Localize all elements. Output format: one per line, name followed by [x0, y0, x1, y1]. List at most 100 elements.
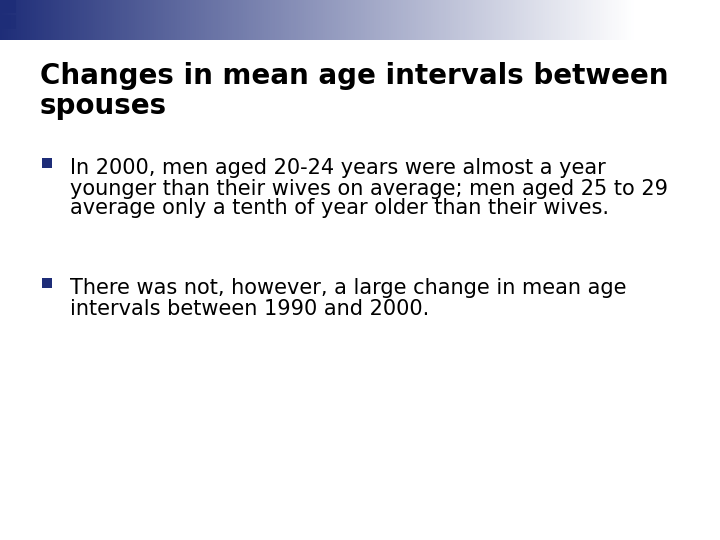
- Bar: [116, 0, 119, 40]
- Bar: [25, 0, 28, 40]
- Bar: [97, 0, 100, 40]
- Bar: [102, 0, 104, 40]
- Bar: [393, 0, 395, 40]
- Bar: [530, 0, 533, 40]
- Bar: [296, 0, 298, 40]
- Bar: [190, 0, 193, 40]
- Bar: [99, 0, 102, 40]
- Bar: [403, 0, 406, 40]
- Bar: [323, 0, 325, 40]
- Bar: [492, 0, 495, 40]
- Bar: [369, 0, 372, 40]
- Bar: [74, 0, 76, 40]
- Bar: [348, 0, 351, 40]
- Bar: [456, 0, 459, 40]
- Bar: [226, 0, 228, 40]
- Bar: [213, 0, 216, 40]
- Bar: [142, 0, 144, 40]
- Bar: [410, 0, 413, 40]
- Bar: [308, 0, 311, 40]
- Bar: [197, 0, 199, 40]
- Bar: [484, 0, 486, 40]
- Bar: [2, 15, 16, 29]
- Bar: [364, 0, 366, 40]
- Bar: [209, 0, 212, 40]
- Bar: [235, 0, 237, 40]
- Bar: [91, 0, 94, 40]
- Bar: [448, 0, 450, 40]
- Bar: [511, 0, 513, 40]
- Bar: [40, 0, 42, 40]
- Bar: [380, 0, 383, 40]
- Bar: [108, 0, 110, 40]
- Bar: [61, 0, 64, 40]
- Bar: [2, 0, 5, 40]
- Bar: [135, 0, 138, 40]
- Bar: [372, 0, 374, 40]
- Bar: [420, 0, 423, 40]
- Bar: [395, 0, 397, 40]
- Bar: [557, 0, 560, 40]
- Bar: [104, 0, 106, 40]
- Bar: [397, 0, 400, 40]
- Bar: [127, 0, 130, 40]
- Bar: [545, 0, 547, 40]
- Bar: [488, 0, 490, 40]
- Bar: [505, 0, 508, 40]
- Bar: [169, 0, 171, 40]
- Bar: [258, 0, 260, 40]
- Bar: [423, 0, 425, 40]
- Bar: [269, 0, 271, 40]
- Bar: [199, 0, 201, 40]
- Bar: [549, 0, 552, 40]
- Bar: [338, 0, 341, 40]
- Bar: [593, 0, 596, 40]
- Bar: [559, 0, 562, 40]
- Bar: [80, 0, 83, 40]
- Bar: [167, 0, 169, 40]
- Bar: [608, 0, 611, 40]
- Bar: [615, 0, 617, 40]
- Bar: [378, 0, 381, 40]
- Bar: [171, 0, 174, 40]
- Bar: [475, 0, 478, 40]
- Bar: [317, 0, 320, 40]
- Bar: [205, 0, 207, 40]
- Bar: [365, 0, 368, 40]
- Text: younger than their wives on average; men aged 25 to 29: younger than their wives on average; men…: [70, 179, 668, 199]
- Bar: [281, 0, 284, 40]
- Bar: [260, 0, 262, 40]
- Bar: [437, 0, 440, 40]
- Bar: [520, 0, 522, 40]
- Bar: [211, 0, 214, 40]
- Bar: [629, 0, 632, 40]
- Bar: [42, 278, 52, 288]
- Bar: [562, 0, 564, 40]
- Bar: [237, 0, 239, 40]
- Bar: [66, 0, 68, 40]
- Bar: [112, 0, 114, 40]
- Bar: [11, 0, 13, 40]
- Bar: [613, 0, 615, 40]
- Bar: [387, 0, 389, 40]
- Bar: [566, 0, 569, 40]
- Bar: [441, 0, 444, 40]
- Bar: [118, 0, 121, 40]
- Bar: [351, 0, 354, 40]
- Bar: [140, 0, 142, 40]
- Bar: [42, 158, 52, 168]
- Bar: [414, 0, 417, 40]
- Bar: [319, 0, 322, 40]
- Bar: [332, 0, 334, 40]
- Bar: [184, 0, 186, 40]
- Bar: [289, 0, 292, 40]
- Bar: [114, 0, 117, 40]
- Bar: [467, 0, 469, 40]
- Bar: [145, 0, 148, 40]
- Bar: [431, 0, 433, 40]
- Bar: [523, 0, 526, 40]
- Bar: [312, 0, 315, 40]
- Bar: [405, 0, 408, 40]
- Bar: [446, 0, 449, 40]
- Bar: [177, 0, 180, 40]
